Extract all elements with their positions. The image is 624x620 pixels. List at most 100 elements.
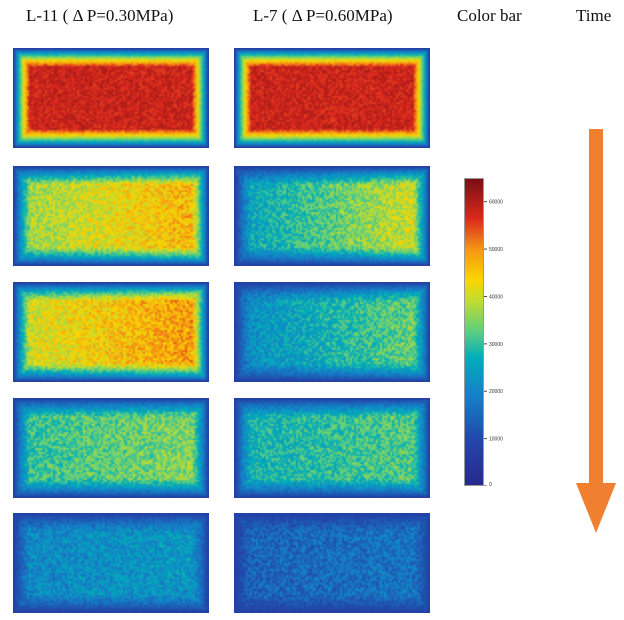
colorbar-segment (464, 183, 484, 185)
colorbar-segment (464, 347, 484, 349)
colorbar-segment (464, 325, 484, 327)
colorbar-segment (464, 262, 484, 264)
colorbar-segment (464, 181, 484, 183)
colorbar-segment (464, 266, 484, 268)
colorbar-segment (464, 353, 484, 355)
colorbar-segment (464, 463, 484, 465)
colorbar-segment (464, 223, 484, 225)
colorbar-segment (464, 188, 484, 190)
colorbar-segment (464, 395, 484, 397)
colorbar-segment (464, 229, 484, 231)
colorbar-segment (464, 185, 484, 187)
colorbar-segment (464, 268, 484, 270)
colorbar-segment (464, 481, 484, 483)
colorbar-segment (464, 435, 484, 437)
colorbar-segment (464, 423, 484, 425)
heatmap-panel (234, 166, 430, 266)
colorbar-segment (464, 303, 484, 305)
colorbar-segment (464, 471, 484, 473)
colorbar-segment (464, 230, 484, 232)
colorbar-segment (464, 429, 484, 431)
colorbar-frame (464, 178, 484, 486)
colorbar-segment (464, 278, 484, 280)
colorbar-segment (464, 467, 484, 469)
colorbar-tick-label: 30000 (489, 342, 503, 348)
colorbar-segment (464, 288, 484, 290)
colorbar-segment (464, 329, 484, 331)
colorbar-segment (464, 450, 484, 452)
colorbar-segment (464, 345, 484, 347)
colorbar-segment (464, 281, 484, 283)
colorbar-segment (464, 351, 484, 353)
colorbar-segment (464, 261, 484, 263)
colorbar-segment (464, 263, 484, 265)
colorbar-segment (464, 425, 484, 427)
colorbar-segment (464, 479, 484, 481)
color-bar: 0 10000 20000 30000 40000 50000 60000 (464, 178, 503, 486)
colorbar-segment (464, 419, 484, 421)
colorbar-segment (464, 338, 484, 340)
colorbar-segment (464, 259, 484, 261)
colorbar-segment (464, 331, 484, 333)
colorbar-segment (464, 265, 484, 267)
colorbar-segment (464, 387, 484, 389)
colorbar-segment (464, 216, 484, 218)
colorbar-segment (464, 208, 484, 210)
colorbar-segment (464, 311, 484, 313)
colorbar-segment (464, 357, 484, 359)
colorbar-segment (464, 356, 484, 358)
column-header-l7: L-7 ( Δ P=0.60MPa) (253, 6, 393, 25)
colorbar-segment (464, 294, 484, 296)
colorbar-segment (464, 475, 484, 477)
colorbar-segment (464, 220, 484, 222)
colorbar-segment (464, 202, 484, 204)
colorbar-segment (464, 465, 484, 467)
colorbar-segment (464, 182, 484, 184)
colorbar-segment (464, 411, 484, 413)
heatmap-panel (13, 398, 209, 498)
colorbar-tick-label: 60000 (489, 200, 503, 206)
colorbar-segment (464, 341, 484, 343)
colorbar-segment (464, 391, 484, 393)
colorbar-segment (464, 414, 484, 416)
colorbar-segment (464, 309, 484, 311)
colorbar-segment (464, 417, 484, 419)
colorbar-segment (464, 376, 484, 378)
colorbar-segment (464, 179, 484, 181)
colorbar-segment (464, 332, 484, 334)
colorbar-segment (464, 427, 484, 429)
heatmap-panel (234, 282, 430, 382)
colorbar-segment (464, 407, 484, 409)
colorbar-segment (464, 431, 484, 433)
colorbar-segment (464, 449, 484, 451)
colorbar-tick-label: 10000 (489, 437, 503, 443)
colorbar-segment (464, 328, 484, 330)
colorbar-segment (464, 452, 484, 454)
colorbar-segment (464, 317, 484, 319)
colorbar-segment (464, 373, 484, 375)
colorbar-segment (464, 458, 484, 460)
colorbar-segment (464, 346, 484, 348)
colorbar-segment (464, 308, 484, 310)
colorbar-segment (464, 404, 484, 406)
colorbar-segment (464, 254, 484, 256)
colorbar-segment (464, 474, 484, 476)
colorbar-segment (464, 237, 484, 239)
colorbar-segment (464, 210, 484, 212)
colorbar-segment (464, 290, 484, 292)
colorbar-segment (464, 445, 484, 447)
colorbar-segment (464, 369, 484, 371)
colorbar-segment (464, 305, 484, 307)
colorbar-segment (464, 344, 484, 346)
colorbar-segment (464, 398, 484, 400)
heatmap-panel (13, 48, 209, 148)
colorbar-segment (464, 205, 484, 207)
colorbar-segment (464, 204, 484, 206)
colorbar-segment (464, 448, 484, 450)
colorbar-segment (464, 336, 484, 338)
colorbar-header: Color bar (457, 6, 522, 25)
colorbar-segment (464, 276, 484, 278)
colorbar-segment (464, 416, 484, 418)
colorbar-segment (464, 246, 484, 248)
colorbar-segment (464, 396, 484, 398)
